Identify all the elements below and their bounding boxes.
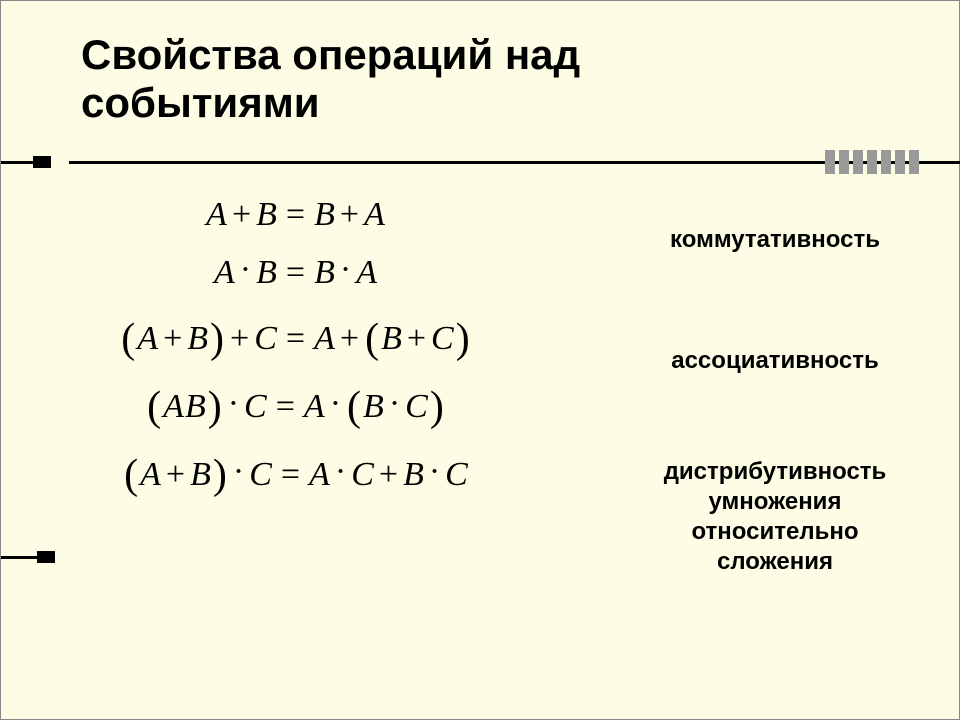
label-distributivity-l3: относительно	[691, 518, 858, 545]
page-title: Свойства операций над событиями	[81, 31, 959, 128]
accent-bar	[867, 150, 877, 174]
formula-commutative-add: A+B=B+A	[206, 196, 386, 234]
accent-bar	[881, 150, 891, 174]
accent-bar	[853, 150, 863, 174]
rule-tick	[33, 156, 51, 168]
title-block: Свойства операций над событиями	[1, 1, 959, 128]
label-distributivity-l4: сложения	[717, 548, 833, 575]
label-distributivity-l1: дистрибутивность	[664, 458, 887, 485]
content-area: A+B=B+A A·B=B·A (A+B)+C=A+(B+C) (AB)·C=A…	[1, 196, 959, 577]
formula-commutative-mul: A·B=B·A	[214, 254, 378, 292]
accent-bar	[839, 150, 849, 174]
label-column: коммутативность ассоциативность дистрибу…	[591, 196, 959, 577]
title-line-2: событиями	[81, 79, 320, 126]
label-associativity: ассоциативность	[671, 347, 879, 375]
accent-bars	[825, 150, 919, 174]
accent-bar	[909, 150, 919, 174]
label-distributivity: дистрибутивность умножения относительно …	[664, 457, 887, 577]
formula-column: A+B=B+A A·B=B·A (A+B)+C=A+(B+C) (AB)·C=A…	[1, 196, 591, 577]
accent-bar	[825, 150, 835, 174]
accent-bar	[895, 150, 905, 174]
title-line-1: Свойства операций над	[81, 31, 580, 78]
formula-associative-add: (A+B)+C=A+(B+C)	[120, 312, 471, 360]
label-commutativity: коммутативность	[670, 226, 880, 254]
title-underline-row	[1, 153, 959, 171]
formula-distributive: (A+B)·C=A·C+B·C	[123, 448, 469, 496]
label-distributivity-l2: умножения	[709, 488, 842, 515]
formula-associative-mul: (AB)·C=A·(B·C)	[146, 380, 446, 428]
rule-left-fragment	[1, 161, 33, 164]
rule-bottom-fragment	[1, 556, 37, 559]
